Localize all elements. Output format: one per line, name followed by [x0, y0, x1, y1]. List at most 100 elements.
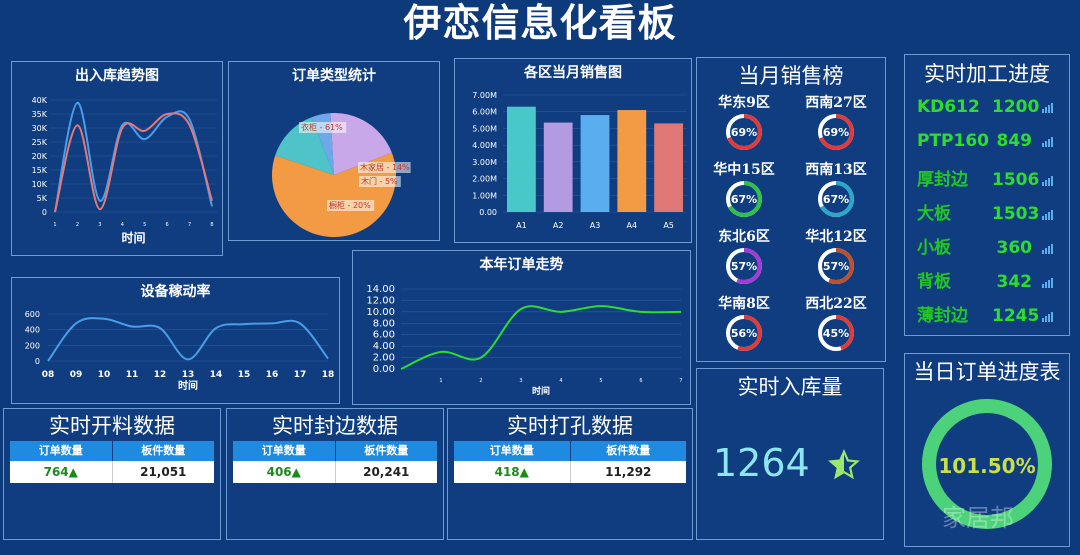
- signal-bar: [1051, 137, 1053, 147]
- signal-icon: [1042, 176, 1053, 186]
- cutting-panel: 实时开料数据 订单数量 板件数量 764▲ 21,051: [3, 408, 221, 540]
- process-value: 1245: [992, 306, 1040, 326]
- x-tick-label: 15: [238, 370, 251, 380]
- ring-percent: 57%: [823, 260, 849, 273]
- ring-percent: 67%: [731, 193, 757, 206]
- signal-bar: [1045, 180, 1047, 186]
- rank-ring: 57%: [818, 248, 854, 284]
- inout-trend-title: 出入库趋势图: [75, 68, 159, 84]
- y-tick-label: 600: [25, 310, 40, 319]
- x-tick-label: A4: [627, 221, 638, 230]
- ring-progress: [818, 248, 854, 284]
- process-row: 背板 342: [917, 267, 1054, 292]
- signal-bar: [1045, 282, 1047, 288]
- y-tick-label: 10.00: [366, 307, 395, 318]
- series-line: [47, 317, 329, 362]
- signal-bar: [1045, 141, 1047, 147]
- signal-bar: [1042, 250, 1044, 254]
- rank-region-label: 华北12区: [805, 229, 867, 245]
- process-name: 厚封边: [917, 170, 968, 190]
- ring-progress: [726, 248, 762, 284]
- y-tick-label: 25K: [32, 138, 48, 147]
- y-tick-label: 14.00: [366, 284, 395, 295]
- series-line-1: [54, 101, 213, 213]
- signal-bar: [1045, 316, 1047, 322]
- y-tick-label: 5.00M: [472, 124, 497, 133]
- process-name: 小板: [917, 238, 951, 258]
- signal-bar: [1051, 312, 1053, 322]
- x-tick-label: 1: [53, 222, 56, 228]
- equipment-utilization-chart: 600 400 200 008 09 10 11 12 13 14 15 16 17 18 时间: [25, 310, 335, 392]
- x-tick-label: 6: [166, 222, 169, 228]
- x-tick-label: 12: [154, 370, 167, 380]
- y-tick-label: 35K: [32, 110, 48, 119]
- rank-ring: 69%: [818, 114, 854, 150]
- x-tick-label: 3: [519, 378, 522, 384]
- edging-panel: 实时封边数据 订单数量 板件数量 406▲ 20,241: [226, 408, 444, 540]
- series-line: [400, 305, 682, 370]
- drilling-col-parts: 板件数量: [606, 444, 651, 457]
- rank-region-label: 华南8区: [718, 296, 770, 312]
- rank-region-label: 西南27区: [805, 95, 867, 111]
- process-name: KD612: [917, 97, 980, 117]
- signal-bar: [1048, 246, 1050, 254]
- x-tick-label: 5: [143, 222, 146, 228]
- x-tick-label: 3: [98, 222, 101, 228]
- pie-label-text: 木家居 - 14%: [360, 162, 410, 172]
- bar-a2: [543, 122, 573, 212]
- drilling-title: 实时打孔数据: [507, 414, 633, 438]
- process-name: 薄封边: [917, 306, 968, 326]
- edging-col-orders: 订单数量: [233, 441, 336, 461]
- signal-bar: [1051, 103, 1053, 113]
- process-row: 厚封边 1506: [917, 165, 1054, 190]
- inout-trend-chart: 40K 35K 30K 25K 20K 15K 10K 5K 01 2 3 4 5 6 7 8 时间: [32, 96, 217, 245]
- year-order-title: 本年订单走势: [479, 257, 564, 273]
- process-value: 360: [996, 238, 1033, 258]
- pie-label-bg: [327, 200, 375, 211]
- equipment-panel: 设备稼动率 600 400 200 0 08 09 10 11 12 13 14 15 16 17 18 时间: [11, 277, 340, 404]
- cutting-col-orders: 订单数量: [10, 441, 113, 461]
- pie-label-bg: [299, 122, 347, 133]
- ring-percent: 45%: [823, 327, 849, 340]
- edging-parts-value: 20,241: [363, 465, 410, 479]
- signal-icon: [1042, 312, 1053, 322]
- process-row: 薄封边 1245: [917, 301, 1054, 326]
- sales-rank-panel: 当月销售榜 华东9区 69% 西南27区 69% 华中15区 67% 西南13区 67% 东北6…: [696, 57, 886, 362]
- bar-a4: [617, 110, 647, 212]
- signal-bar: [1048, 178, 1050, 186]
- y-tick-label: 2.00: [373, 353, 395, 364]
- processing-panel: 实时加工进度 KD612 1200 PTP160 849 厚封边 1506 大板 1503 小板…: [904, 54, 1070, 336]
- x-tick-label: 2: [479, 378, 482, 384]
- order-type-pie: 衣柜 - 61% 木家居 - 14% 木门 - 5% 橱柜 - 20%: [272, 113, 411, 237]
- rank-ring: 69%: [726, 114, 762, 150]
- y-tick-label: 20K: [32, 152, 48, 161]
- y-tick-label: 400: [25, 326, 40, 335]
- star-icon: [828, 449, 860, 480]
- x-tick-label: 2: [76, 222, 79, 228]
- signal-icon: [1042, 244, 1053, 254]
- signal-bar: [1042, 182, 1044, 186]
- y-tick-label: 8.00: [373, 318, 395, 329]
- process-row: KD612 1200: [917, 97, 1054, 117]
- edging-table: 订单数量 板件数量 406▲ 20,241: [233, 441, 437, 487]
- inbound-value: 1264: [713, 441, 810, 485]
- process-value: 1506: [992, 170, 1040, 190]
- x-tick-label: 7: [188, 222, 191, 228]
- x-tick-label: 14: [210, 370, 223, 380]
- inbound-title: 实时入库量: [737, 375, 843, 399]
- rank-ring: 56%: [726, 315, 762, 351]
- signal-bar: [1051, 210, 1053, 220]
- y-tick-label: 200: [25, 341, 40, 350]
- x-tick-label: 18: [322, 370, 335, 380]
- x-tick-label: 08: [42, 370, 55, 380]
- equipment-title: 设备稼动率: [140, 284, 211, 300]
- signal-bar: [1048, 314, 1050, 322]
- process-value: 342: [996, 272, 1033, 292]
- rank-ring: 45%: [818, 315, 854, 351]
- sales-rank-title: 当月销售榜: [738, 64, 844, 88]
- y-tick-label: 15K: [32, 166, 48, 175]
- x-tick-label: 10: [98, 370, 111, 380]
- cutting-orders-value: 764▲: [10, 461, 113, 483]
- pie-label: 木门 - 5%: [359, 176, 401, 187]
